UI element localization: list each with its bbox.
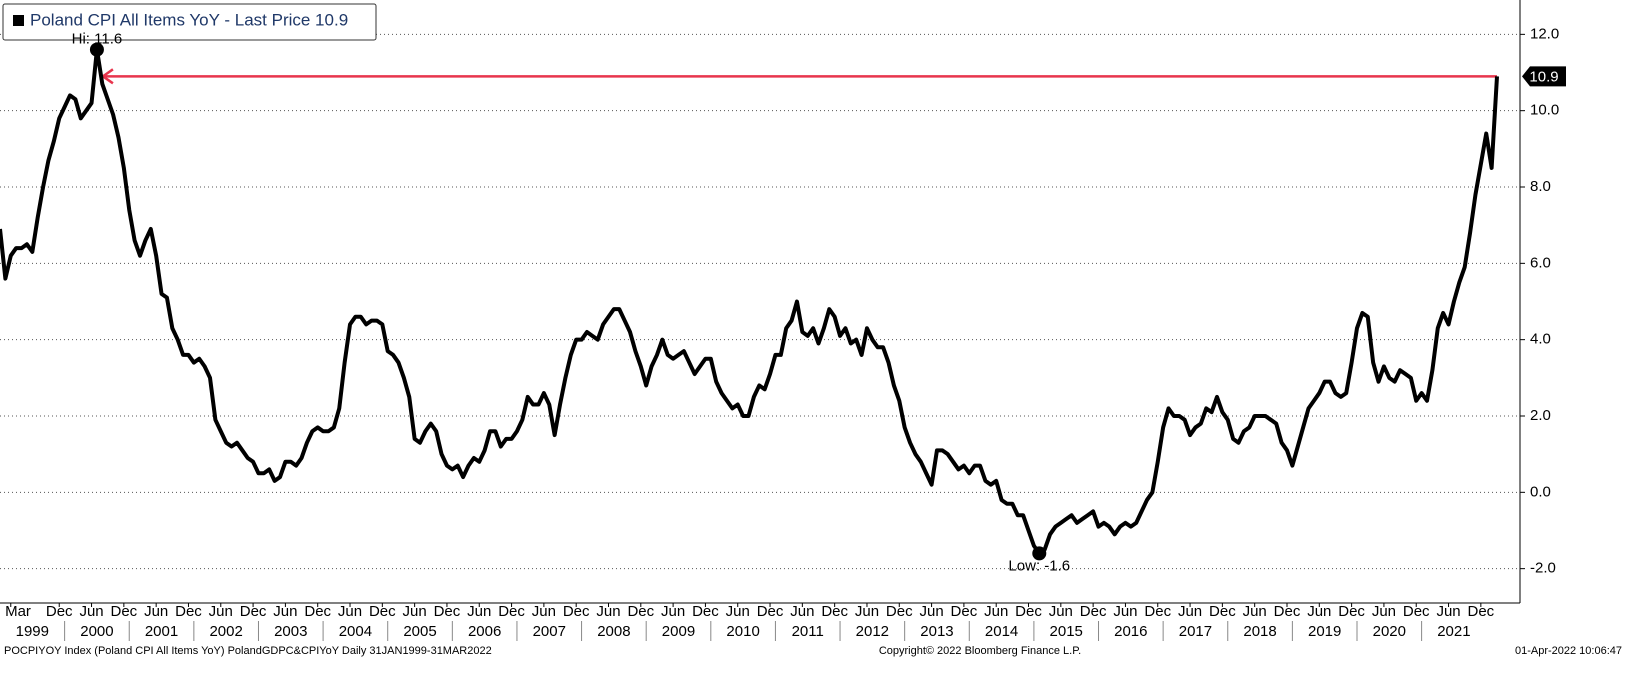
annotation-dot — [1032, 546, 1047, 561]
year-label: 2005 — [403, 623, 436, 640]
year-label: 2002 — [209, 623, 242, 640]
annotation-label: Low: -1.6 — [1008, 557, 1070, 574]
year-label: 2006 — [468, 623, 501, 640]
x-tick-label: Dec — [692, 603, 719, 620]
x-tick-label: Jun — [1113, 603, 1137, 620]
x-tick-label: Dec — [46, 603, 73, 620]
year-label: 2007 — [533, 623, 566, 640]
x-tick-label: Dec — [627, 603, 654, 620]
year-label: 2004 — [339, 623, 372, 640]
year-label: 2020 — [1373, 623, 1406, 640]
x-tick-label: Dec — [1403, 603, 1430, 620]
x-tick-label: Jun — [338, 603, 362, 620]
y-tick-label: 0.0 — [1530, 483, 1551, 500]
year-label: 2003 — [274, 623, 307, 640]
year-label: 2021 — [1437, 623, 1470, 640]
y-tick-label: -2.0 — [1530, 560, 1556, 577]
annotation-dot — [89, 42, 104, 57]
x-tick-label: Dec — [1144, 603, 1171, 620]
x-tick-label: Jun — [1307, 603, 1331, 620]
year-label: 2017 — [1179, 623, 1212, 640]
last-value-label: 10.9 — [1529, 68, 1558, 85]
legend-swatch — [13, 15, 24, 26]
x-tick-label: Jun — [403, 603, 427, 620]
y-tick-label: 10.0 — [1530, 102, 1559, 119]
x-tick-label: Dec — [1015, 603, 1042, 620]
annotation-label: Hi: 11.6 — [72, 31, 123, 48]
x-tick-label: Jun — [596, 603, 620, 620]
legend-box — [2, 3, 377, 41]
year-label: 2012 — [856, 623, 889, 640]
x-tick-label: Dec — [434, 603, 461, 620]
x-tick-label: Dec — [757, 603, 784, 620]
y-tick-label: 2.0 — [1530, 407, 1551, 424]
year-label: 2008 — [597, 623, 630, 640]
x-tick-label: Jun — [144, 603, 168, 620]
x-tick-label: Jun — [1436, 603, 1460, 620]
x-tick-label: Dec — [175, 603, 202, 620]
x-tick-label: Jun — [1178, 603, 1202, 620]
footer-center: Copyright© 2022 Bloomberg Finance L.P. — [879, 645, 1081, 657]
x-tick-label: Jun — [919, 603, 943, 620]
x-tick-label: Jun — [532, 603, 556, 620]
series-line — [0, 47, 1499, 556]
x-tick-label: Dec — [951, 603, 978, 620]
year-label: 2010 — [726, 623, 759, 640]
year-label: 2014 — [985, 623, 1018, 640]
x-tick-label: Jun — [984, 603, 1008, 620]
footer-right: 01-Apr-2022 10:06:47 — [1515, 645, 1622, 657]
x-tick-label: Dec — [369, 603, 396, 620]
footer-left: POCPIYOY Index (Poland CPI All Items YoY… — [4, 645, 492, 657]
year-label: 2009 — [662, 623, 695, 640]
x-tick-label: Dec — [1080, 603, 1107, 620]
year-label: 2011 — [792, 623, 824, 640]
legend-label: Poland CPI All Items YoY - Last Price 10… — [30, 10, 348, 29]
x-tick-label: Dec — [563, 603, 590, 620]
y-tick-label: 12.0 — [1530, 25, 1559, 42]
x-tick-label: Dec — [886, 603, 913, 620]
year-label: 2015 — [1050, 623, 1083, 640]
x-tick-label: Dec — [1468, 603, 1495, 620]
last-value-box — [1522, 66, 1566, 87]
x-tick-label: Dec — [498, 603, 525, 620]
x-tick-label: Dec — [1274, 603, 1301, 620]
x-tick-label: Jun — [855, 603, 879, 620]
year-label: 2013 — [920, 623, 953, 640]
x-tick-label: Jun — [209, 603, 233, 620]
x-tick-label: Jun — [726, 603, 750, 620]
year-label: 2018 — [1243, 623, 1276, 640]
x-tick-label: Jun — [661, 603, 685, 620]
x-tick-label: Dec — [111, 603, 138, 620]
year-label: 2016 — [1114, 623, 1147, 640]
x-tick-label: Mar — [5, 603, 31, 620]
x-tick-label: Dec — [821, 603, 848, 620]
y-tick-label: 4.0 — [1530, 331, 1551, 348]
x-tick-label: Jun — [1243, 603, 1267, 620]
x-tick-label: Jun — [790, 603, 814, 620]
x-tick-label: Jun — [1372, 603, 1396, 620]
x-tick-label: Dec — [304, 603, 331, 620]
x-tick-label: Dec — [1338, 603, 1365, 620]
x-tick-label: Dec — [240, 603, 267, 620]
x-tick-label: Jun — [467, 603, 491, 620]
year-label: 1999 — [16, 623, 49, 640]
x-tick-label: Jun — [1049, 603, 1073, 620]
x-tick-label: Jun — [273, 603, 297, 620]
x-tick-label: Dec — [1209, 603, 1236, 620]
year-label: 2001 — [145, 623, 178, 640]
x-tick-label: Jun — [79, 603, 103, 620]
y-tick-label: 8.0 — [1530, 178, 1551, 195]
y-tick-label: 6.0 — [1530, 254, 1551, 271]
year-label: 2019 — [1308, 623, 1341, 640]
year-label: 2000 — [80, 623, 113, 640]
